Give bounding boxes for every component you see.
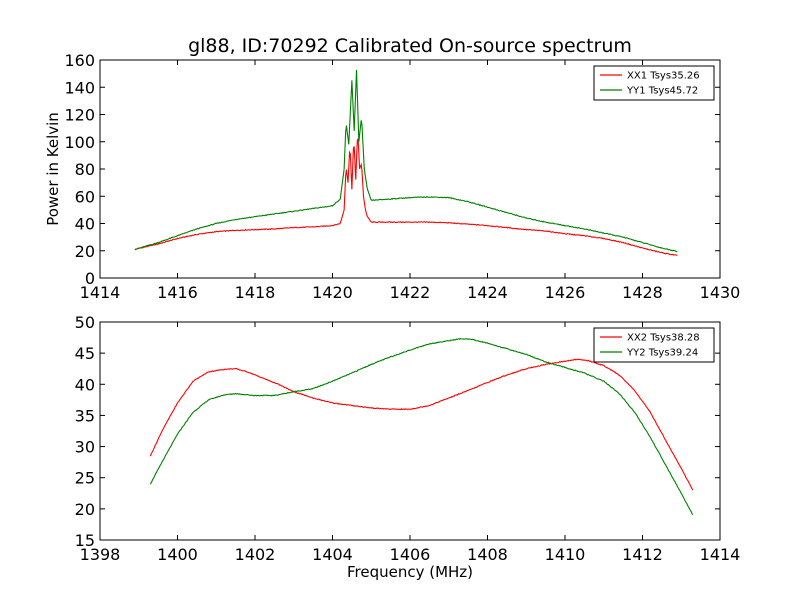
legend-box [593,65,715,101]
x-tick-label: 1414 [700,545,741,564]
x-tick-label: 1406 [390,545,431,564]
legend-entry-label: XX2 Tsys38.28 [627,333,700,344]
x-tick-label: 1398 [80,545,121,564]
top-series-group [134,69,678,256]
y-tick-label: 60 [75,187,95,206]
x-axis-label: Frequency (MHz) [347,563,473,581]
x-tick-label: 1412 [622,545,663,564]
legend-box [593,327,715,363]
y-tick-label: 20 [75,242,95,261]
series-line-yy-panel-1 [134,69,678,253]
bottom-panel: 1398 1400 1402 1404 1406 1408 1410 1412 1414 15 20… [75,313,741,581]
x-tick-label: 1416 [157,283,198,302]
top-panel: 1414 1416 1418 1420 1422 1424 1426 1428 1430 0 20 4… [44,35,740,302]
y-tick-label: 0 [85,269,95,288]
bottom-legend: XX2 Tsys38.28 YY2 Tsys39.24 [593,327,715,363]
series-line-xx-panel-1 [134,138,678,256]
legend-entry-label: XX1 Tsys35.26 [627,71,700,82]
y-tick-label: 100 [64,133,95,152]
y-tick-label: 15 [75,531,95,550]
x-tick-label: 1400 [157,545,198,564]
x-tick-label: 1422 [390,283,431,302]
x-tick-label: 1418 [235,283,276,302]
x-tick-label: 1410 [545,545,586,564]
y-tick-label: 80 [75,160,95,179]
y-tick-label: 25 [75,469,95,488]
chart-title: gl88, ID:70292 Calibrated On-source spec… [188,35,632,57]
bottom-series-group [149,337,694,516]
series-line-yy-panel-2 [149,337,694,516]
y-tick-label: 30 [75,438,95,457]
y-tick-label: 120 [64,106,95,125]
y-tick-label: 40 [75,375,95,394]
y-axis-label: Power in Kelvin [44,112,62,226]
x-tick-label: 1414 [80,283,121,302]
y-tick-label: 20 [75,500,95,519]
series-line-xx-panel-2 [149,358,694,491]
y-tick-label: 50 [75,313,95,332]
x-tick-label: 1402 [235,545,276,564]
top-legend: XX1 Tsys35.26 YY1 Tsys45.72 [593,65,715,101]
x-tick-label: 1428 [622,283,663,302]
x-tick-label: 1424 [467,283,508,302]
x-tick-label: 1430 [700,283,741,302]
x-tick-label: 1426 [545,283,586,302]
y-tick-label: 45 [75,344,95,363]
y-tick-label: 140 [64,78,95,97]
y-tick-label: 160 [64,51,95,70]
legend-entry-label: YY1 Tsys45.72 [626,86,698,97]
legend-entry-label: YY2 Tsys39.24 [626,348,698,359]
y-tick-label: 35 [75,406,95,425]
x-tick-label: 1420 [312,283,353,302]
y-tick-label: 40 [75,215,95,234]
top-ticks: 1414 1416 1418 1420 1422 1424 1426 1428 1430 0 20 4… [64,51,740,302]
x-tick-label: 1408 [467,545,508,564]
bottom-ticks: 1398 1400 1402 1404 1406 1408 1410 1412 1414 15 20… [75,313,741,564]
x-tick-label: 1404 [312,545,353,564]
